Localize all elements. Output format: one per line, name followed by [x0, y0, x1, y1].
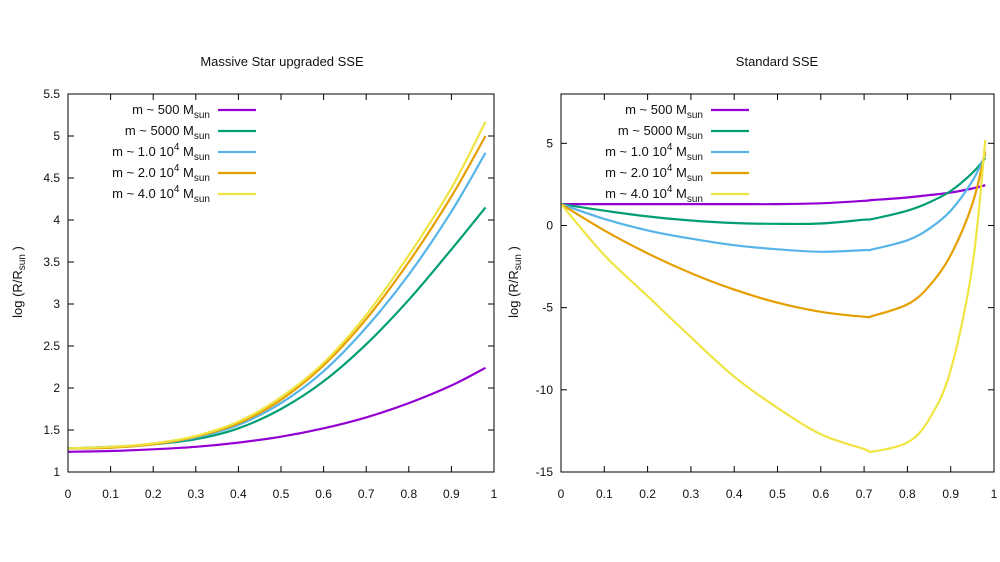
left-x-tick-label: 0.9 [443, 487, 460, 501]
right-y-tick-label: 5 [546, 136, 553, 150]
left-chart-ylabel: log (R/Rsun ) [10, 246, 28, 318]
left-y-tick-label: 5.5 [43, 87, 60, 101]
right-legend-label-5: m ~ 4.0 104 Msun [605, 184, 703, 205]
left-legend-label-4: m ~ 2.0 104 Msun [112, 163, 210, 184]
left-y-axis-ticks: 1 1.5 2 2.5 3 3.5 4 4.5 5 5.5 [43, 87, 494, 479]
right-x-tick-label: 0.8 [899, 487, 916, 501]
right-y-tick-label: -15 [536, 465, 554, 479]
right-x-tick-label: 0.1 [596, 487, 613, 501]
right-chart-ylabel: log (R/Rsun ) [506, 246, 524, 318]
left-y-tick-label: 4.5 [43, 171, 60, 185]
left-legend-label-5: m ~ 4.0 104 Msun [112, 184, 210, 205]
right-legend-label-3: m ~ 1.0 104 Msun [605, 142, 703, 163]
right-legend-label-1: m ~ 500 Msun [625, 102, 703, 121]
left-plot-frame [67, 93, 495, 473]
left-plot-area [67, 121, 487, 453]
right-plot-frame [560, 93, 995, 473]
left-x-tick-label: 1 [491, 487, 498, 501]
right-y-tick-label: 0 [546, 218, 553, 232]
left-x-tick-label: 0.5 [273, 487, 290, 501]
right-chart-title: Standard SSE [736, 54, 819, 69]
left-legend-label-1: m ~ 500 Msun [132, 102, 210, 121]
right-series-line-5 [560, 139, 987, 454]
right-x-tick-label: 0.9 [942, 487, 959, 501]
left-chart-panel: Massive Star upgraded SSE log (R/Rsun ) … [10, 54, 498, 501]
left-y-tick-label: 2 [53, 381, 60, 395]
right-x-tick-label: 0.2 [639, 487, 656, 501]
left-x-tick-label: 0.7 [358, 487, 375, 501]
right-legend-label-4: m ~ 2.0 104 Msun [605, 163, 703, 184]
left-x-tick-label: 0.8 [400, 487, 417, 501]
left-y-tick-label: 3 [53, 297, 60, 311]
left-y-tick-label: 2.5 [43, 339, 60, 353]
right-legend-label-2: m ~ 5000 Msun [618, 123, 703, 142]
right-x-tick-label: 0.3 [683, 487, 700, 501]
left-series-line-1 [67, 366, 487, 453]
right-x-tick-label: 0.7 [856, 487, 873, 501]
left-legend-label-3: m ~ 1.0 104 Msun [112, 142, 210, 163]
left-x-tick-label: 0.4 [230, 487, 247, 501]
left-y-tick-label: 1 [53, 465, 60, 479]
right-y-tick-label: -5 [542, 301, 553, 315]
right-x-tick-label: 1 [991, 487, 998, 501]
right-y-tick-label: -10 [536, 383, 554, 397]
right-plot-area [560, 139, 987, 454]
right-chart-panel: Standard SSE log (R/Rsun ) -15 -10 -5 0 5 0 0… [506, 54, 998, 501]
right-x-tick-label: 0.6 [812, 487, 829, 501]
left-x-tick-label: 0.3 [187, 487, 204, 501]
right-x-tick-label: 0.4 [726, 487, 743, 501]
left-legend-label-2: m ~ 5000 Msun [125, 123, 210, 142]
left-x-tick-label: 0.6 [315, 487, 332, 501]
left-y-tick-label: 3.5 [43, 255, 60, 269]
right-series-line-4 [560, 151, 987, 319]
left-x-tick-label: 0.1 [102, 487, 119, 501]
left-x-tick-label: 0.2 [145, 487, 162, 501]
right-series-line-3 [560, 154, 987, 253]
left-series-line-5 [67, 121, 487, 450]
right-series-line-2 [560, 157, 987, 226]
left-x-axis-ticks: 0 0.1 0.2 0.3 0.4 0.5 0.6 0.7 0.8 0.9 1 [65, 94, 498, 501]
left-y-tick-label: 1.5 [43, 423, 60, 437]
left-y-tick-label: 4 [53, 213, 60, 227]
right-x-tick-label: 0.5 [769, 487, 786, 501]
left-x-tick-label: 0 [65, 487, 72, 501]
left-chart-title: Massive Star upgraded SSE [200, 54, 364, 69]
left-y-tick-label: 5 [53, 129, 60, 143]
right-x-tick-label: 0 [558, 487, 565, 501]
